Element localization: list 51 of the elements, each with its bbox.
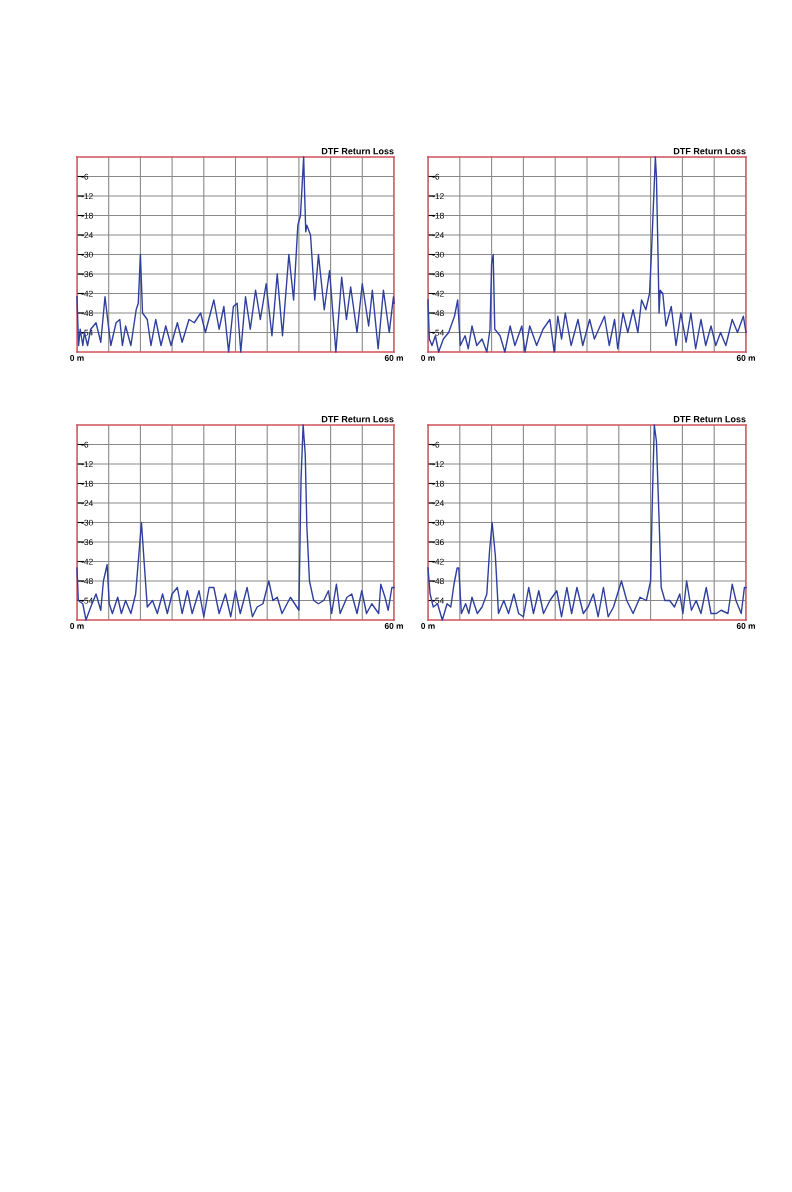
y-tick-label: -18	[81, 480, 93, 487]
x-tick-label: 0 m	[421, 355, 435, 361]
y-tick-label: -48	[432, 578, 444, 585]
y-tick-label: -6	[432, 173, 440, 180]
y-tick-label: -12	[81, 193, 93, 200]
y-tick-label: -54	[81, 597, 93, 604]
y-tick-label: -30	[432, 519, 444, 526]
y-tick-label: -18	[432, 480, 444, 487]
x-tick-label: 0 m	[70, 623, 84, 629]
y-tick-label: -30	[81, 251, 93, 258]
y-tick-label: -36	[432, 539, 444, 546]
chart-title: DTF Return Loss	[321, 148, 394, 155]
y-tick-label: -24	[81, 500, 93, 507]
y-tick-label: -12	[81, 461, 93, 468]
x-tick-label: 60 m	[736, 623, 755, 629]
y-tick-label: -24	[432, 500, 444, 507]
chart-title: DTF Return Loss	[673, 416, 746, 423]
y-tick-label: -36	[432, 271, 444, 278]
y-tick-label: -42	[432, 290, 444, 297]
y-tick-label: -18	[432, 212, 444, 219]
y-tick-label: -48	[81, 310, 93, 317]
x-tick-label: 60 m	[384, 355, 403, 361]
y-tick-label: -6	[432, 441, 440, 448]
y-tick-label: -6	[81, 441, 89, 448]
y-tick-label: -36	[81, 539, 93, 546]
chart-title: DTF Return Loss	[321, 416, 394, 423]
y-tick-label: -42	[81, 290, 93, 297]
y-tick-label: -12	[432, 461, 444, 468]
line-series	[427, 156, 747, 353]
y-tick-label: -12	[432, 193, 444, 200]
y-tick-label: -24	[432, 232, 444, 239]
line-series	[76, 424, 395, 621]
x-tick-label: 60 m	[736, 355, 755, 361]
x-tick-label: 0 m	[421, 623, 435, 629]
y-tick-label: -54	[432, 329, 444, 336]
chart-title: DTF Return Loss	[673, 148, 746, 155]
y-tick-label: -42	[432, 558, 444, 565]
y-tick-label: -36	[81, 271, 93, 278]
y-tick-label: -54	[432, 597, 444, 604]
y-tick-label: -6	[81, 173, 89, 180]
y-tick-label: -42	[81, 558, 93, 565]
line-series	[427, 424, 747, 621]
y-tick-label: -18	[81, 212, 93, 219]
x-tick-label: 0 m	[70, 355, 84, 361]
y-tick-label: -30	[432, 251, 444, 258]
y-tick-label: -48	[81, 578, 93, 585]
y-tick-label: -24	[81, 232, 93, 239]
y-tick-label: -48	[432, 310, 444, 317]
line-series	[76, 156, 395, 353]
x-tick-label: 60 m	[384, 623, 403, 629]
y-tick-label: -30	[81, 519, 93, 526]
